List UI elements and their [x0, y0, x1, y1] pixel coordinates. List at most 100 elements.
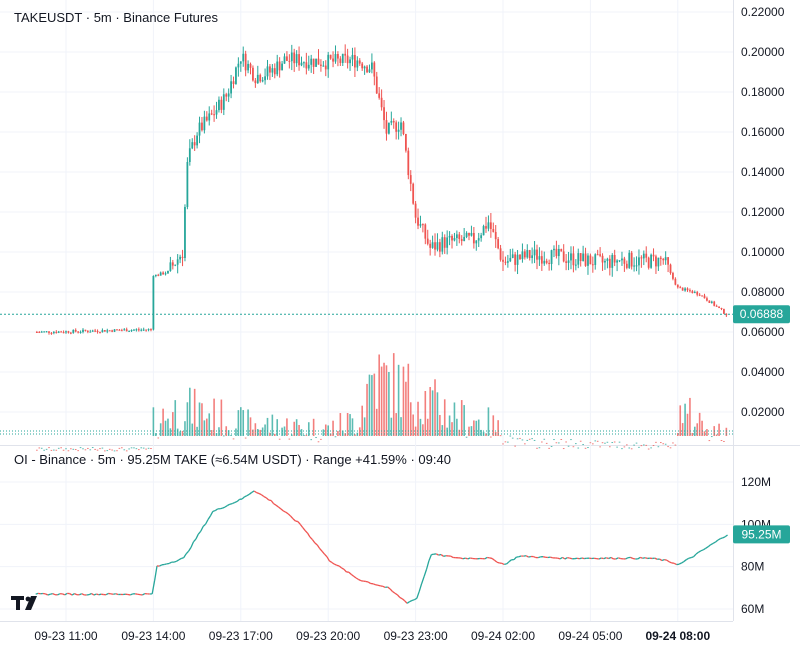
candle-body	[635, 265, 638, 267]
candle-body	[511, 254, 514, 258]
volume-bar	[526, 439, 529, 441]
oi-segment	[224, 504, 228, 508]
candle-body	[667, 257, 669, 265]
volume-bar	[426, 418, 429, 436]
volume-bar	[351, 418, 354, 436]
candle-body	[482, 226, 485, 236]
candle-body	[693, 292, 696, 294]
volume-bar	[230, 434, 232, 436]
volume-bar	[662, 443, 665, 445]
volume-bar	[237, 410, 240, 436]
volume-bar	[487, 407, 490, 436]
candle-body	[594, 254, 597, 265]
candle-body	[99, 331, 101, 333]
oi-segment	[702, 547, 707, 551]
candle-body	[548, 262, 551, 264]
volume-bar	[89, 449, 92, 451]
oi-segment	[273, 503, 277, 506]
candle-body	[710, 301, 713, 303]
candle-body	[288, 60, 291, 62]
candle-body	[332, 58, 334, 62]
candle-body	[589, 255, 592, 265]
oi-segment	[183, 553, 187, 558]
volume-bar	[645, 444, 648, 446]
volume-bar	[536, 447, 538, 449]
volume-bar	[337, 430, 339, 436]
candle-body	[421, 224, 424, 226]
candle-body	[662, 258, 665, 261]
volume-bar	[281, 427, 283, 436]
candle-body	[237, 63, 240, 68]
candle-body	[533, 249, 536, 256]
candle-body	[536, 249, 538, 260]
volume-bar	[36, 449, 38, 451]
volume-bar	[65, 448, 67, 450]
oi-segment	[678, 562, 682, 565]
volume-bar	[550, 446, 553, 448]
oi-segment	[642, 557, 646, 559]
candle-body	[176, 259, 179, 265]
volume-bar	[473, 420, 475, 436]
candle-body	[470, 232, 473, 236]
volume-bar	[679, 405, 682, 436]
oi-segment	[62, 593, 66, 596]
oi-segment	[416, 591, 420, 599]
volume-bar	[276, 419, 279, 436]
candle-body	[38, 332, 41, 334]
candle-body	[205, 116, 208, 121]
candle-body	[147, 329, 150, 331]
candle-body	[82, 329, 84, 332]
volume-bar	[256, 429, 259, 436]
oi-segment	[178, 557, 182, 561]
candle-body	[154, 274, 157, 276]
volume-bar	[626, 444, 628, 446]
volume-bar	[674, 444, 677, 446]
volume-bar	[232, 438, 235, 440]
candle-body	[628, 252, 631, 268]
candle-body	[77, 331, 80, 333]
volume-bar	[509, 435, 512, 437]
candle-body	[225, 94, 228, 97]
volume-bar	[176, 428, 179, 436]
price-tick-label: 0.08000	[741, 285, 785, 299]
volume-bar	[589, 442, 592, 444]
candle-body	[157, 274, 160, 276]
candle-body	[230, 81, 232, 94]
oi-segment	[222, 506, 226, 509]
tradingview-logo[interactable]	[11, 594, 43, 612]
candle-body	[618, 260, 621, 262]
volume-bar	[611, 442, 614, 444]
candle-body	[582, 253, 585, 261]
oi-segment	[209, 511, 214, 517]
candle-body	[574, 264, 577, 266]
candle-body	[664, 257, 667, 261]
oi-segment	[669, 561, 672, 564]
oi-segment	[365, 580, 369, 583]
candle-body	[145, 329, 148, 331]
candle-body	[596, 254, 599, 256]
candle-body	[443, 237, 446, 248]
volume-bar	[502, 443, 504, 445]
oi-segment	[659, 558, 663, 562]
volume-bar	[94, 448, 96, 450]
oi-segment	[295, 520, 298, 523]
candle-body	[392, 121, 395, 123]
oi-segment	[130, 593, 134, 596]
oi-segment	[280, 508, 284, 512]
candle-body	[208, 113, 211, 121]
candle-body	[271, 68, 274, 73]
candle-body	[116, 329, 118, 331]
volume-bar	[514, 445, 516, 447]
candle-body	[715, 305, 718, 307]
volume-bar	[368, 374, 371, 436]
candle-body	[329, 54, 332, 59]
candle-body	[431, 242, 434, 248]
volume-bar	[244, 437, 247, 439]
candle-body	[222, 94, 225, 110]
candle-body	[390, 121, 393, 123]
volume-bar	[38, 447, 41, 449]
oi-segment	[707, 544, 711, 548]
oi-segment	[598, 557, 602, 560]
volume-bar	[388, 371, 390, 436]
